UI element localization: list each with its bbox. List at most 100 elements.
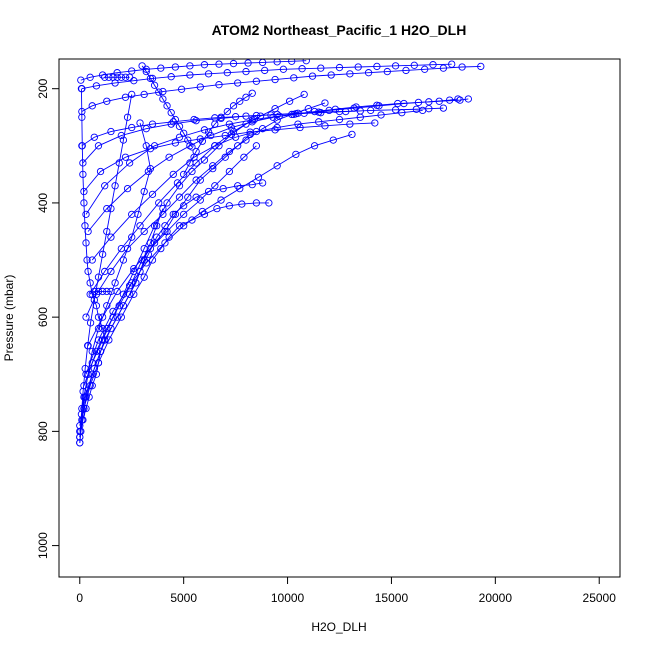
data-point — [186, 62, 194, 70]
data-point — [198, 137, 207, 145]
data-point — [315, 108, 323, 116]
data-point — [146, 74, 155, 83]
data-point — [252, 199, 261, 207]
data-point — [234, 142, 242, 150]
data-point — [186, 71, 194, 79]
series-line — [89, 119, 253, 295]
data-point — [271, 75, 279, 84]
data-point — [200, 126, 209, 134]
data-point — [79, 159, 87, 167]
data-point — [78, 416, 86, 424]
data-point — [204, 128, 213, 136]
plot-frame — [58, 58, 621, 578]
data-point — [248, 89, 256, 97]
data-point — [134, 210, 142, 218]
y-tick-label: 200 — [36, 78, 50, 98]
data-point — [275, 112, 283, 120]
data-point — [82, 210, 90, 218]
data-point — [288, 59, 296, 65]
y-tick-label: 600 — [36, 307, 50, 327]
data-point — [140, 90, 148, 99]
data-point — [252, 111, 261, 120]
data-point — [80, 393, 88, 401]
series-line — [141, 65, 193, 148]
data-point — [173, 179, 182, 187]
data-point — [113, 73, 121, 81]
data-point — [80, 199, 88, 207]
data-point — [98, 71, 107, 79]
data-point — [142, 67, 150, 76]
data-point — [364, 69, 373, 77]
series-line — [81, 65, 481, 112]
data-point — [171, 210, 180, 218]
data-point — [123, 113, 132, 121]
data-point — [425, 98, 433, 106]
data-point — [103, 227, 111, 236]
data-point — [367, 106, 375, 115]
data-point — [400, 99, 408, 108]
data-point — [88, 359, 96, 367]
data-point — [273, 123, 281, 132]
data-point — [223, 107, 231, 116]
data-point — [375, 102, 383, 110]
series-line — [79, 182, 263, 432]
data-point — [132, 279, 140, 287]
data-point — [335, 107, 344, 116]
data-point — [200, 61, 209, 69]
data-point — [229, 59, 238, 68]
data-point — [231, 113, 240, 121]
data-point — [107, 204, 115, 213]
x-tick-label: 20000 — [479, 591, 513, 605]
series-line — [83, 94, 305, 386]
data-point — [252, 77, 261, 85]
y-tick-label: 800 — [36, 421, 50, 441]
data-point — [458, 63, 466, 71]
data-point — [163, 227, 171, 236]
data-point — [92, 82, 101, 90]
data-point — [101, 267, 109, 276]
data-point — [300, 90, 308, 99]
data-point — [155, 199, 163, 207]
series-line — [85, 98, 458, 215]
data-point — [82, 370, 90, 378]
data-point — [325, 106, 333, 115]
data-point — [82, 239, 90, 247]
data-point — [94, 273, 103, 281]
data-point — [410, 61, 418, 69]
data-point — [354, 63, 362, 71]
data-point — [285, 97, 294, 105]
data-point — [115, 159, 123, 167]
data-point — [321, 122, 329, 130]
data-point — [246, 128, 254, 136]
data-point — [155, 88, 163, 96]
data-point — [128, 123, 136, 132]
data-point — [236, 184, 244, 193]
data-point — [76, 439, 84, 447]
data-point — [121, 73, 130, 81]
y-axis: 200 400 600 800 1000 — [36, 78, 60, 559]
data-point — [86, 319, 95, 327]
data-point — [236, 97, 244, 105]
data-point — [292, 150, 300, 159]
data-point — [221, 131, 229, 140]
data-point — [142, 142, 150, 150]
data-point — [215, 60, 223, 68]
series-line — [79, 94, 133, 438]
data-point — [273, 162, 281, 170]
data-point — [356, 107, 364, 115]
data-point — [140, 187, 148, 196]
y-tick-label: 400 — [36, 193, 50, 213]
data-point — [217, 113, 225, 121]
data-point — [371, 119, 379, 127]
data-point — [412, 105, 421, 113]
data-point — [90, 133, 98, 141]
data-point — [90, 296, 98, 304]
data-point — [242, 93, 250, 101]
data-point — [256, 112, 265, 120]
data-point — [125, 73, 134, 81]
data-point — [79, 387, 87, 396]
data-point — [159, 95, 167, 103]
data-point — [163, 199, 171, 207]
data-point — [273, 110, 281, 119]
data-point — [252, 142, 261, 150]
